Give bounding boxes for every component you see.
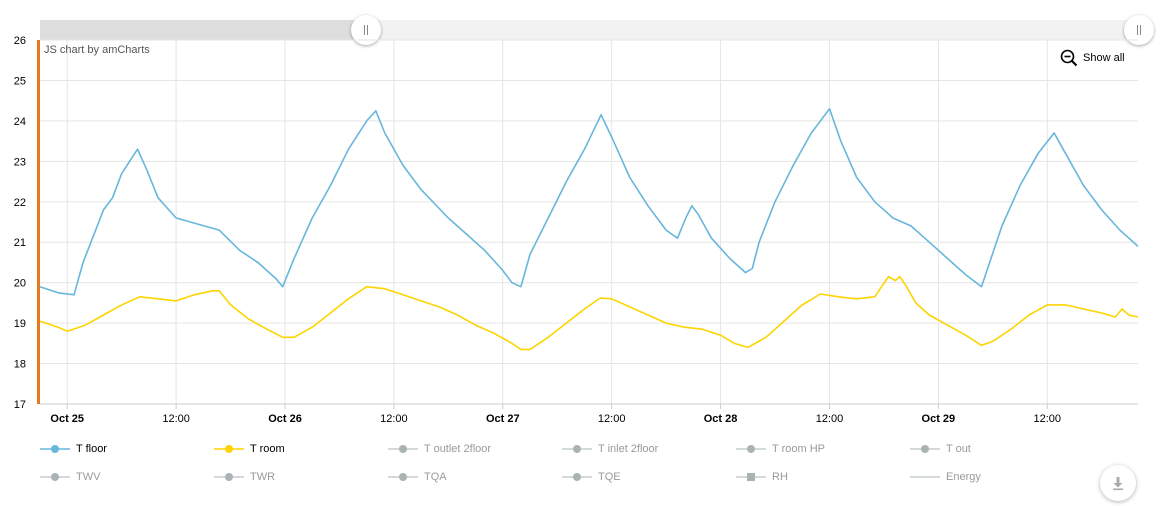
legend-label: Energy [946, 471, 981, 483]
legend-label: TQA [424, 471, 447, 483]
zoom-out-icon [1060, 49, 1078, 67]
scrollbar-selection[interactable] [40, 20, 367, 40]
y-tick-label: 25 [14, 75, 26, 87]
legend-item-t-outlet-2floor[interactable]: T outlet 2floor [388, 441, 491, 457]
x-tick-label: 12:00 [816, 413, 844, 425]
x-tick-label: Oct 26 [268, 413, 302, 425]
y-tick-label: 20 [14, 278, 26, 290]
show-all-label: Show all [1083, 52, 1125, 64]
x-tick-label: 12:00 [1033, 413, 1061, 425]
x-tick-label: 12:00 [162, 413, 190, 425]
y-tick-label: 22 [14, 197, 26, 209]
x-tick-label: 12:00 [598, 413, 626, 425]
y-tick-label: 24 [14, 116, 26, 128]
series-line-t-room [39, 275, 1139, 351]
x-tick-label: 12:00 [380, 413, 408, 425]
y-tick-label: 18 [14, 359, 26, 371]
legend-item-twr[interactable]: TWR [214, 469, 275, 485]
legend-marker-icon [214, 473, 244, 481]
legend-label: T outlet 2floor [424, 443, 492, 455]
legend-item-rh[interactable]: RH [736, 469, 788, 485]
legend-item-t-inlet-2floor[interactable]: T inlet 2floor [562, 441, 658, 457]
x-tick-label: Oct 28 [704, 413, 738, 425]
series-line-t-floor [39, 108, 1139, 296]
download-button[interactable] [1100, 465, 1136, 501]
download-icon [1113, 477, 1123, 491]
legend-item-t-floor[interactable]: T floor [40, 441, 107, 457]
legend-label: RH [772, 471, 788, 483]
legend-label: T out [946, 443, 971, 455]
legend-item-t-room[interactable]: T room [214, 441, 285, 457]
y-tick-label: 21 [14, 237, 26, 249]
legend-item-twv[interactable]: TWV [40, 469, 100, 485]
legend-marker-icon [40, 445, 70, 453]
x-tick-label: Oct 25 [50, 413, 84, 425]
legend-marker-icon [388, 473, 418, 481]
credit-text: JS chart by amCharts [44, 44, 150, 56]
legend-label: TWR [250, 471, 276, 483]
legend-marker-icon [214, 445, 244, 453]
y-tick-label: 19 [14, 318, 26, 330]
legend-marker-icon [562, 473, 592, 481]
show-all-button[interactable]: Show all [1060, 48, 1125, 68]
x-tick-label: Oct 29 [922, 413, 956, 425]
legend-label: T inlet 2floor [598, 443, 659, 455]
legend-marker-icon [388, 445, 418, 453]
y-tick-label: 17 [14, 399, 26, 411]
legend-item-t-out[interactable]: T out [910, 441, 971, 457]
legend-marker-icon [910, 445, 940, 453]
legend-item-t-room-hp[interactable]: T room HP [736, 441, 825, 457]
legend-item-tqa[interactable]: TQA [388, 469, 447, 485]
y-tick-label: 23 [14, 156, 26, 168]
legend-label: T room [250, 443, 285, 455]
y-tick-label: 26 [14, 35, 26, 47]
legend-marker-icon [736, 445, 766, 453]
legend-item-tqe[interactable]: TQE [562, 469, 621, 485]
legend-marker-icon [40, 473, 70, 481]
legend-label: TQE [598, 471, 621, 483]
x-tick-label: Oct 27 [486, 413, 520, 425]
legend-label: TWV [76, 471, 101, 483]
legend-marker-icon [910, 476, 940, 478]
legend-label: T room HP [772, 443, 825, 455]
legend-marker-icon [562, 445, 592, 453]
legend-marker-icon [736, 473, 766, 481]
legend-label: T floor [76, 443, 107, 455]
legend-item-energy[interactable]: Energy [910, 469, 981, 485]
